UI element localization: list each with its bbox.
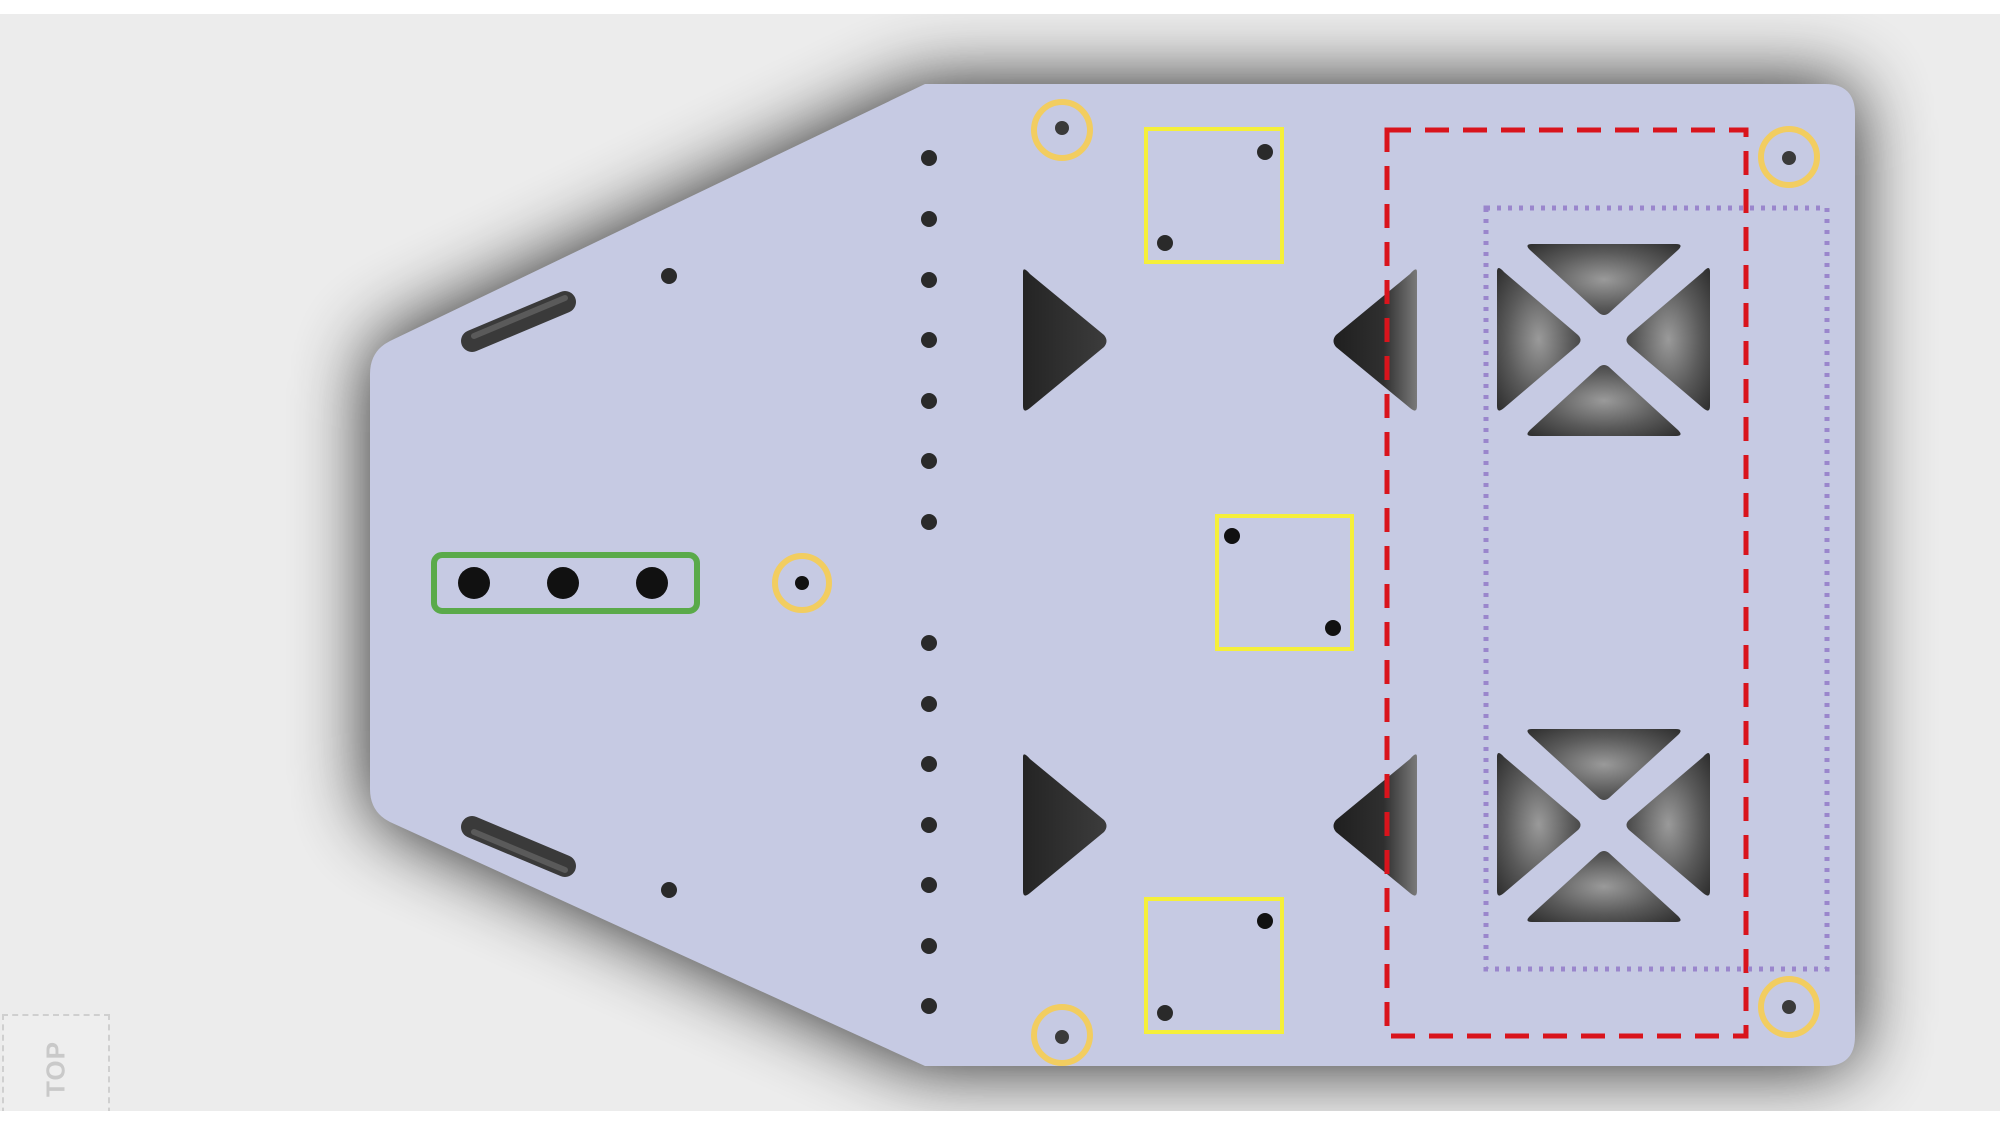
hole — [1257, 144, 1273, 160]
hole — [547, 567, 579, 599]
hole — [1055, 1030, 1069, 1044]
hole — [795, 576, 809, 590]
square-highlight[interactable] — [1144, 897, 1284, 1034]
x-pattern-cutout — [1497, 244, 1710, 436]
region-highlight-dashed[interactable] — [1384, 127, 1749, 1039]
viewport-top-border — [0, 0, 2000, 14]
hole — [636, 567, 668, 599]
hole — [1782, 1000, 1796, 1014]
slot-group-highlight[interactable] — [431, 552, 700, 614]
triangle-cutout — [1023, 754, 1107, 896]
x-pattern-cutout — [1497, 729, 1710, 922]
square-highlight[interactable] — [1215, 514, 1354, 651]
triangle-cutout — [1333, 754, 1417, 896]
view-cube-label: TOP — [40, 1041, 71, 1097]
slot-highlight — [471, 295, 568, 339]
hole — [1257, 913, 1273, 929]
mount-ring-highlight[interactable] — [1758, 126, 1820, 188]
triangle-cutout — [1333, 269, 1417, 411]
oblong-slot — [461, 291, 576, 352]
hole — [1157, 1005, 1173, 1021]
3d-viewport[interactable]: TOP — [0, 14, 2000, 1111]
hole — [661, 268, 677, 284]
view-cube[interactable]: TOP — [2, 1014, 110, 1111]
hole — [661, 882, 677, 898]
hole — [1224, 528, 1240, 544]
mount-ring-highlight[interactable] — [772, 553, 832, 613]
mount-ring-highlight[interactable] — [1031, 99, 1093, 161]
hole — [1055, 121, 1069, 135]
hole — [1325, 620, 1341, 636]
mount-ring-highlight[interactable] — [1758, 976, 1820, 1038]
hole — [1157, 235, 1173, 251]
oblong-slot — [461, 816, 576, 877]
hole — [458, 567, 490, 599]
mount-ring-highlight[interactable] — [1031, 1004, 1093, 1066]
hole-column — [921, 150, 937, 1014]
triangle-cutout — [1023, 269, 1107, 411]
hole — [1782, 151, 1796, 165]
slot-highlight — [471, 829, 568, 873]
plate-scene[interactable] — [0, 14, 2000, 1111]
viewport-bottom-border — [0, 1111, 2000, 1125]
square-highlight[interactable] — [1144, 127, 1284, 264]
